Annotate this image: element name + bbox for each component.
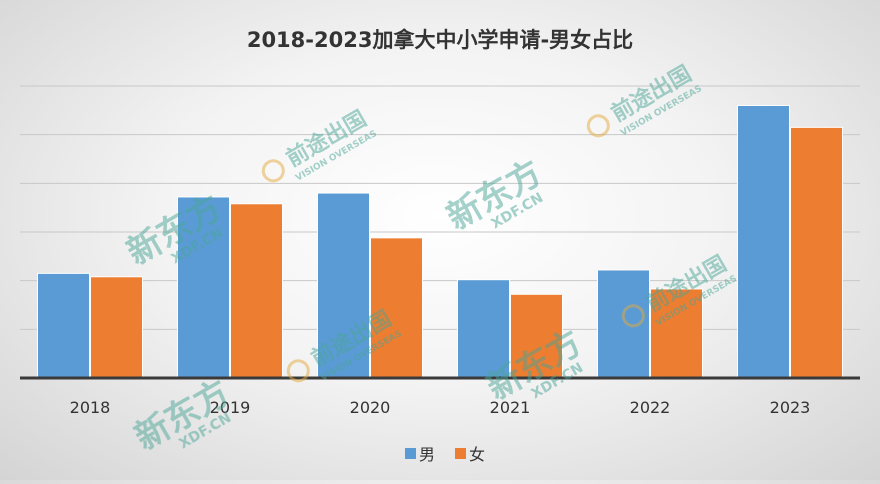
- bars: [37, 104, 843, 379]
- bar-female-2018: [90, 276, 143, 379]
- bar-female-2021: [510, 293, 563, 379]
- bar-male-2022: [597, 269, 650, 379]
- legend-swatch-female: [455, 448, 466, 459]
- bar-male-2019: [177, 196, 230, 379]
- bar-male-2018: [37, 272, 90, 379]
- vision-logo-icon: [286, 359, 310, 383]
- bar-male-2020: [317, 192, 370, 379]
- x-tick-label: 2020: [350, 398, 391, 417]
- vision-logo-icon: [621, 304, 645, 328]
- bar-female-2022: [650, 288, 703, 379]
- bar-female-2020: [370, 237, 423, 379]
- bar-female-2019: [230, 203, 283, 379]
- x-axis-tick-labels: 2018 2019 2020 2021 2022 2023: [70, 398, 811, 417]
- x-tick-label: 2019: [210, 398, 251, 417]
- vision-logo-icon: [261, 159, 285, 183]
- bar-male-2021: [457, 279, 510, 379]
- x-tick-label: 2021: [490, 398, 531, 417]
- gridlines: [20, 85, 860, 330]
- bar-female-2023: [790, 126, 843, 379]
- chart-title: 2018-2023加拿大中小学申请-男女占比: [247, 28, 633, 52]
- x-tick-label: 2023: [770, 398, 811, 417]
- x-tick-label: 2018: [70, 398, 111, 417]
- legend-swatch-male: [405, 448, 416, 459]
- legend-label-male: 男: [419, 445, 435, 464]
- legend: 男女: [405, 445, 485, 464]
- vision-logo-icon: [586, 114, 610, 138]
- x-tick-label: 2022: [630, 398, 671, 417]
- bar-male-2023: [737, 104, 790, 379]
- legend-label-female: 女: [469, 445, 485, 464]
